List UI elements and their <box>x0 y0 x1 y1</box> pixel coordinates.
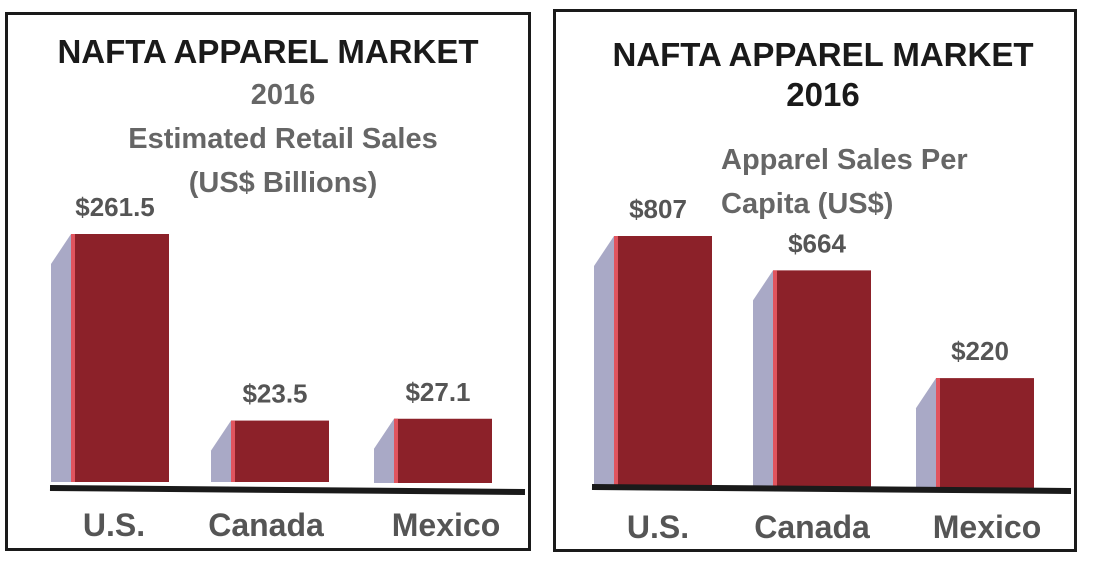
bar-edge-0 <box>71 234 75 482</box>
bar-1 <box>773 270 871 487</box>
category-label-0: U.S. <box>627 509 689 545</box>
bar-2 <box>936 378 1034 488</box>
bar-edge-2 <box>394 418 398 483</box>
bar-edge-1 <box>231 420 235 482</box>
chart-subtitle: 2016 <box>786 76 859 113</box>
baseline <box>49 485 526 495</box>
value-label-1: $664 <box>788 228 846 258</box>
category-label-2: Mexico <box>392 507 500 543</box>
bar-side-2 <box>374 418 394 483</box>
bar-side-0 <box>51 234 71 482</box>
bar-edge-0 <box>614 236 618 487</box>
bar-group <box>51 234 492 483</box>
value-label-0: $261.5 <box>75 192 155 222</box>
bar-group <box>594 236 1034 488</box>
value-label-1: $23.5 <box>242 379 307 409</box>
category-label-1: Canada <box>754 509 870 545</box>
bar-2 <box>394 418 492 483</box>
category-label-2: Mexico <box>933 509 1041 545</box>
bar-edge-2 <box>936 378 940 488</box>
value-label-0: $807 <box>629 194 687 224</box>
chart-measure-line-1: Apparel Sales Per <box>721 144 968 176</box>
value-label-2: $220 <box>951 336 1009 366</box>
bar-side-1 <box>211 420 231 482</box>
chart-retail-sales: NAFTA APPAREL MARKET 2016 Estimated Reta… <box>49 33 526 543</box>
chart-title: NAFTA APPAREL MARKET <box>612 36 1033 73</box>
baseline <box>591 484 1072 494</box>
chart-title: NAFTA APPAREL MARKET <box>57 33 478 70</box>
category-label-1: Canada <box>208 507 324 543</box>
chart-measure-line-1: Estimated Retail Sales <box>128 123 437 155</box>
chart-measure-line-2: (US$ Billions) <box>189 167 378 199</box>
bar-side-1 <box>753 270 773 487</box>
bar-side-0 <box>594 236 614 487</box>
bar-edge-1 <box>773 270 777 487</box>
chart-panel-retail-sales: NAFTA APPAREL MARKET 2016 Estimated Reta… <box>5 12 531 551</box>
chart-panel-per-capita: NAFTA APPAREL MARKET 2016 Apparel Sales … <box>553 9 1077 552</box>
chart-measure-line-2: Capita (US$) <box>721 188 893 220</box>
bar-0 <box>614 236 712 487</box>
chart-per-capita: NAFTA APPAREL MARKET 2016 Apparel Sales … <box>591 36 1072 545</box>
category-label-0: U.S. <box>83 507 145 543</box>
chart-subtitle: 2016 <box>251 79 316 111</box>
value-label-2: $27.1 <box>405 377 470 407</box>
bar-0 <box>71 234 169 482</box>
bar-1 <box>231 420 329 482</box>
bar-side-2 <box>916 378 936 488</box>
